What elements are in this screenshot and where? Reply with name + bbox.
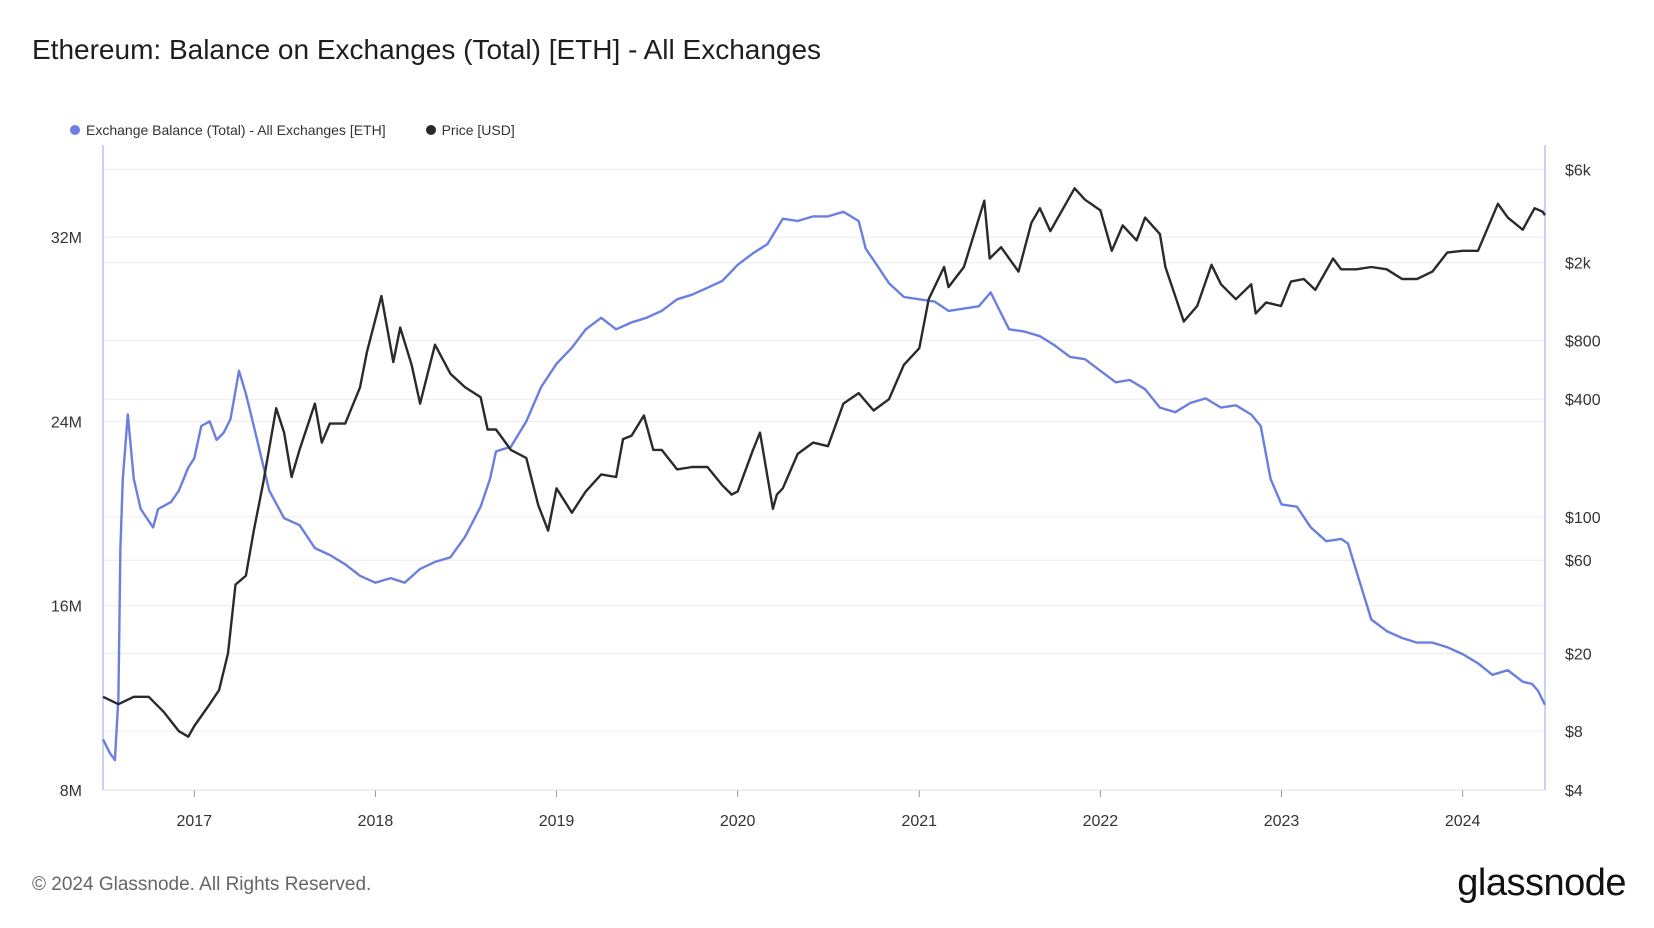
y-left-tick-label: 32M (51, 230, 82, 247)
x-tick-label: 2021 (901, 813, 937, 830)
y-right-tick-label: $2k (1565, 256, 1592, 273)
y-left-tick-label: 16M (51, 599, 82, 616)
y-left-tick-label: 8M (60, 783, 82, 800)
x-tick-label: 2018 (358, 813, 394, 830)
y-right-tick-label: $800 (1565, 333, 1601, 350)
legend-dot-price (425, 125, 436, 135)
y-right-tick-label: $20 (1565, 646, 1592, 663)
x-tick-label: 2024 (1445, 813, 1481, 830)
legend-item-balance[interactable]: Exchange Balance (Total) - All Exchanges… (70, 122, 386, 138)
copyright-text: © 2024 Glassnode. All Rights Reserved. (32, 874, 372, 895)
legend-item-price[interactable]: Price [USD] (425, 122, 515, 138)
x-tick-label: 2023 (1264, 813, 1300, 830)
x-tick-label: 2020 (720, 813, 756, 830)
y-right-tick-label: $8 (1565, 724, 1583, 741)
x-tick-label: 2017 (177, 813, 213, 830)
tick-labels-layer: $4 $8 $20 $60 $100 $400 $800 $2k $6k 8M 16M 24M 32M 2… (51, 162, 1601, 830)
axes-layer (102, 145, 1546, 797)
series-line-exchange-balance (101, 210, 1547, 762)
y-right-tick-label: $60 (1565, 553, 1592, 570)
x-tick-label: 2019 (539, 813, 575, 830)
y-left-tick-label: 24M (51, 414, 82, 431)
y-right-tick-label: $6k (1565, 162, 1592, 179)
chart-title: Ethereum: Balance on Exchanges (Total) [… (32, 34, 822, 65)
legend-label-price: Price [USD] (441, 122, 515, 138)
y-right-tick-label: $4 (1565, 783, 1583, 800)
legend-label-balance: Exchange Balance (Total) - All Exchanges… (86, 122, 386, 138)
legend-dot-balance (70, 125, 80, 135)
series-layer (101, 187, 1547, 762)
y-right-tick-label: $400 (1565, 392, 1601, 409)
grid-layer (103, 168, 1545, 791)
chart-legend: Exchange Balance (Total) - All Exchanges… (70, 122, 515, 138)
x-tick-label: 2022 (1083, 813, 1119, 830)
series-line-price (102, 187, 1546, 738)
brand-logo: glassnode (1457, 862, 1626, 904)
y-right-tick-label: $100 (1565, 510, 1601, 527)
